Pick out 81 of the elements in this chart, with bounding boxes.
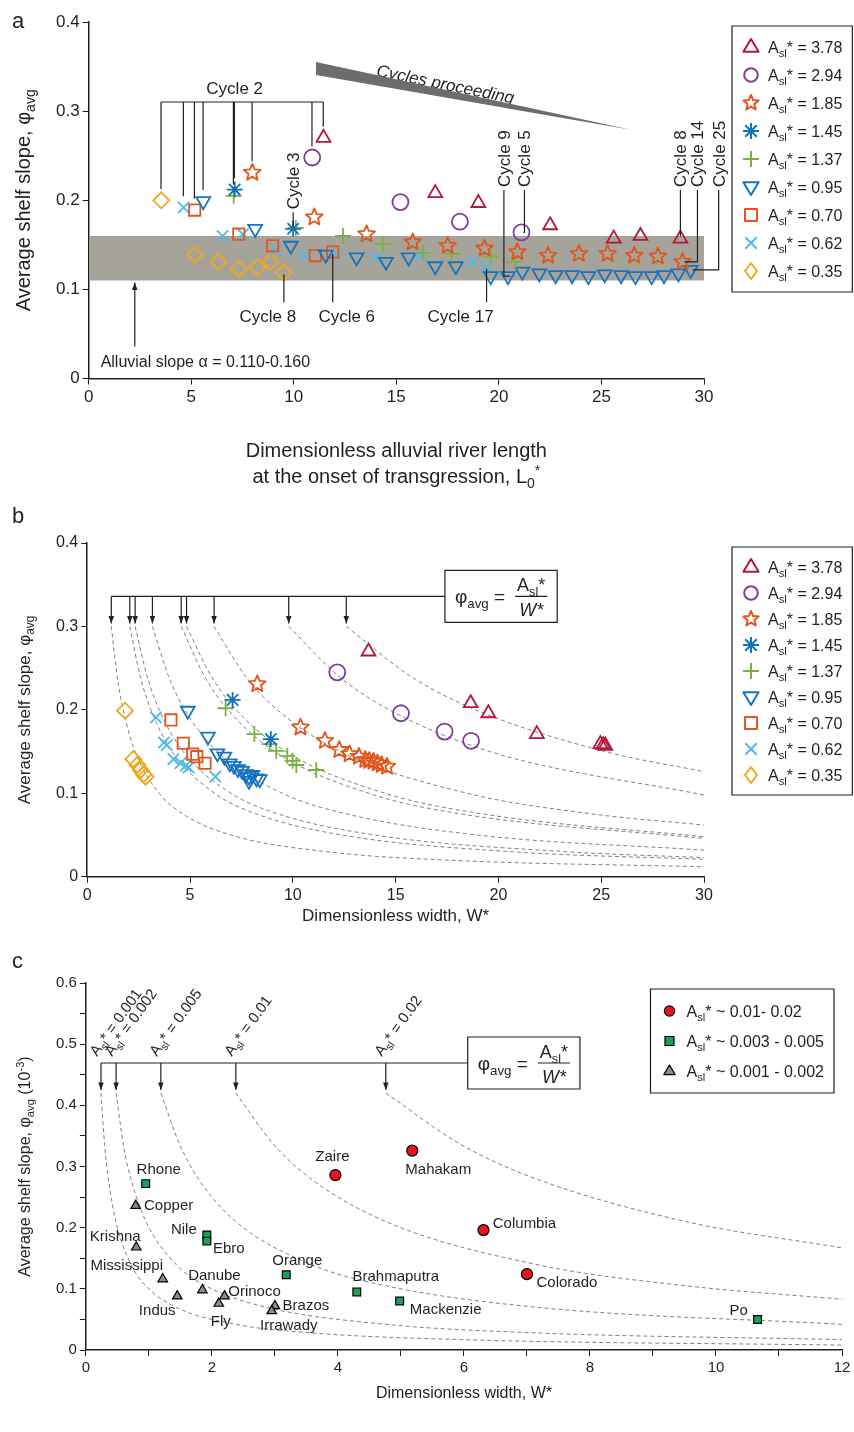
annotation: Ebro xyxy=(212,1239,245,1257)
annotation: Cycle 6 xyxy=(318,307,376,327)
x-tick-label: 25 xyxy=(592,885,611,903)
chart-title: c xyxy=(12,948,23,973)
annotation: Cycle 8 xyxy=(239,307,297,327)
y-tick-label: 0.3 xyxy=(55,100,80,120)
annotation: Columbia xyxy=(492,1214,557,1232)
y-tick-label: 0.5 xyxy=(55,1034,77,1052)
chart-title: a xyxy=(12,8,25,33)
annotation: Cycle 3 xyxy=(284,152,304,210)
x-tick-label: 15 xyxy=(386,387,406,407)
x-tick-label: 10 xyxy=(283,885,302,903)
annotation: Cycle 2 xyxy=(206,79,264,99)
y-tick-label: 0.2 xyxy=(55,700,79,718)
annotation: Cycle 8 xyxy=(671,130,691,187)
annotation: Fly xyxy=(210,1311,232,1329)
annotation: Cycle 25 xyxy=(709,120,729,187)
annotation: Cycle 5 xyxy=(515,130,535,187)
y-tick-label: 0.4 xyxy=(55,533,79,551)
annotation: W* xyxy=(519,600,545,621)
annotation: Orange xyxy=(272,1250,323,1268)
annotation: Cycle 14 xyxy=(688,120,708,187)
annotation: Copper xyxy=(144,1195,194,1213)
y-tick-label: 0 xyxy=(68,1340,77,1358)
annotation: Colorado xyxy=(536,1273,598,1291)
x-tick-label: 6 xyxy=(459,1358,469,1376)
annotation: Nile xyxy=(170,1220,197,1238)
y-axis-title: Average shelf slope, φavg xyxy=(12,89,38,312)
x-tick-label: 20 xyxy=(489,387,509,407)
x-tick-label: 4 xyxy=(333,1358,343,1376)
x-tick-label: 8 xyxy=(585,1358,595,1376)
x-tick-label: 2 xyxy=(207,1358,217,1376)
x-axis-title: Dimensionless width, W* xyxy=(302,905,490,925)
x-tick-label: 0 xyxy=(83,387,94,407)
annotation: Krishna xyxy=(89,1227,142,1245)
x-tick-label: 25 xyxy=(591,387,611,407)
annotation: Mackenzie xyxy=(409,1300,482,1318)
x-tick-label: 0 xyxy=(81,1358,91,1376)
annotation: Zaire xyxy=(315,1147,350,1165)
annotation: W* xyxy=(541,1067,567,1088)
x-axis-title: Dimensionless width, W* xyxy=(375,1384,552,1401)
annotation: Orinoco xyxy=(228,1282,281,1300)
x-tick-label: 12 xyxy=(833,1358,851,1376)
y-tick-label: 0.3 xyxy=(55,1156,77,1174)
annotation: Rhone xyxy=(136,1159,181,1177)
x-tick-label: 30 xyxy=(694,387,714,407)
annotation: Po xyxy=(729,1301,748,1319)
annotation: Brahmaputra xyxy=(352,1266,440,1284)
y-tick-label: 0 xyxy=(70,368,80,388)
x-tick-label: 10 xyxy=(707,1358,725,1376)
x-tick-label: 20 xyxy=(489,885,508,903)
annotation: Indus xyxy=(138,1301,176,1319)
y-tick-label: 0.2 xyxy=(55,1217,77,1235)
x-tick-label: 5 xyxy=(186,387,196,407)
y-axis-title: Average shelf slope, φavg xyxy=(15,615,38,805)
y-tick-label: 0.1 xyxy=(55,783,79,801)
y-tick-label: 0.4 xyxy=(55,11,80,31)
annotation: Irrawady xyxy=(259,1315,318,1333)
annotation: Mahakam xyxy=(405,1159,472,1177)
x-tick-label: 5 xyxy=(185,885,195,903)
y-tick-label: 0.1 xyxy=(55,279,80,299)
annotation: Cycles proceeding xyxy=(374,61,517,108)
band-label: Alluvial slope α = 0.110-0.160 xyxy=(100,352,311,370)
annotation: Danube xyxy=(188,1266,241,1284)
x-tick-label: 10 xyxy=(284,387,304,407)
annotation: Brazos xyxy=(282,1295,330,1313)
x-tick-label: 15 xyxy=(386,885,405,903)
annotation: Cycle 9 xyxy=(494,130,514,187)
annotation: Cycle 17 xyxy=(427,307,494,327)
y-axis-title: Average shelf slope, φavg (10-3) xyxy=(13,1056,36,1277)
x-tick-label: 30 xyxy=(695,885,713,903)
y-tick-label: 0.4 xyxy=(55,1095,77,1113)
annotation: Asl* = 0.01 xyxy=(220,992,275,1059)
x-tick-label: 0 xyxy=(82,885,92,903)
y-tick-label: 0.3 xyxy=(55,616,79,634)
chart-title: b xyxy=(12,503,25,528)
y-tick-label: 0.2 xyxy=(55,189,80,209)
y-tick-label: 0 xyxy=(69,867,79,885)
y-tick-label: 0.1 xyxy=(55,1278,77,1296)
y-tick-label: 0.6 xyxy=(55,973,77,991)
annotation: Mississippi xyxy=(90,1256,163,1274)
